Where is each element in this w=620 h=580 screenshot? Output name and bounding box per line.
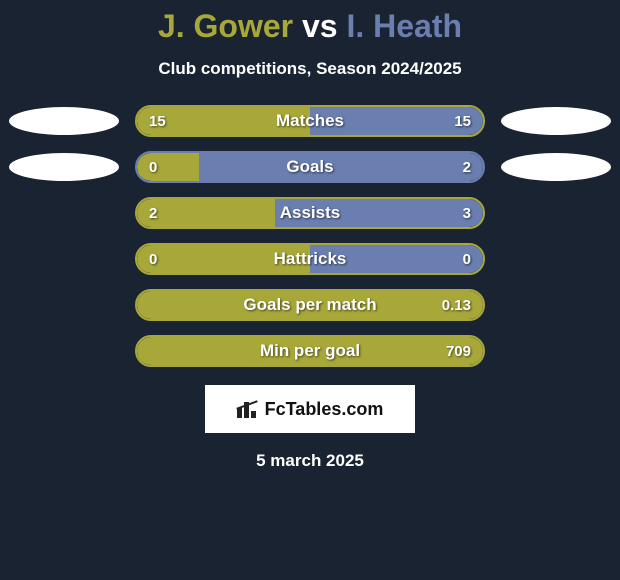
stat-label: Hattricks [137,245,483,273]
stat-row: 00Hattricks [0,243,620,275]
stat-label: Goals [137,153,483,181]
stats-list: 1515Matches 02Goals 23Assists 00Hattricks 0.… [0,105,620,367]
stat-bar: 0.13Goals per match [135,289,485,321]
badge-text: FcTables.com [265,399,384,420]
stat-row: 23Assists [0,197,620,229]
stat-bar: 02Goals [135,151,485,183]
stat-label: Min per goal [137,337,483,365]
stat-row: 02Goals [0,151,620,183]
comparison-card: J. Gower vs I. Heath Club competitions, … [0,0,620,471]
vs-text: vs [302,8,338,44]
stat-label: Goals per match [137,291,483,319]
title: J. Gower vs I. Heath [0,8,620,45]
player2-badge-ellipse [501,107,611,135]
player1-badge-ellipse [9,153,119,181]
date-text: 5 march 2025 [0,451,620,471]
stat-row: 1515Matches [0,105,620,137]
stat-bar: 1515Matches [135,105,485,137]
stat-row: 709Min per goal [0,335,620,367]
stat-bar: 709Min per goal [135,335,485,367]
stat-label: Matches [137,107,483,135]
stat-label: Assists [137,199,483,227]
stat-bar: 00Hattricks [135,243,485,275]
stat-bar: 23Assists [135,197,485,229]
player1-badge-ellipse [9,107,119,135]
subtitle: Club competitions, Season 2024/2025 [0,59,620,79]
source-badge[interactable]: FcTables.com [205,385,415,433]
player2-name: I. Heath [346,8,462,44]
stat-row: 0.13Goals per match [0,289,620,321]
player2-badge-ellipse [501,153,611,181]
chart-icon [237,398,259,420]
player1-name: J. Gower [158,8,293,44]
